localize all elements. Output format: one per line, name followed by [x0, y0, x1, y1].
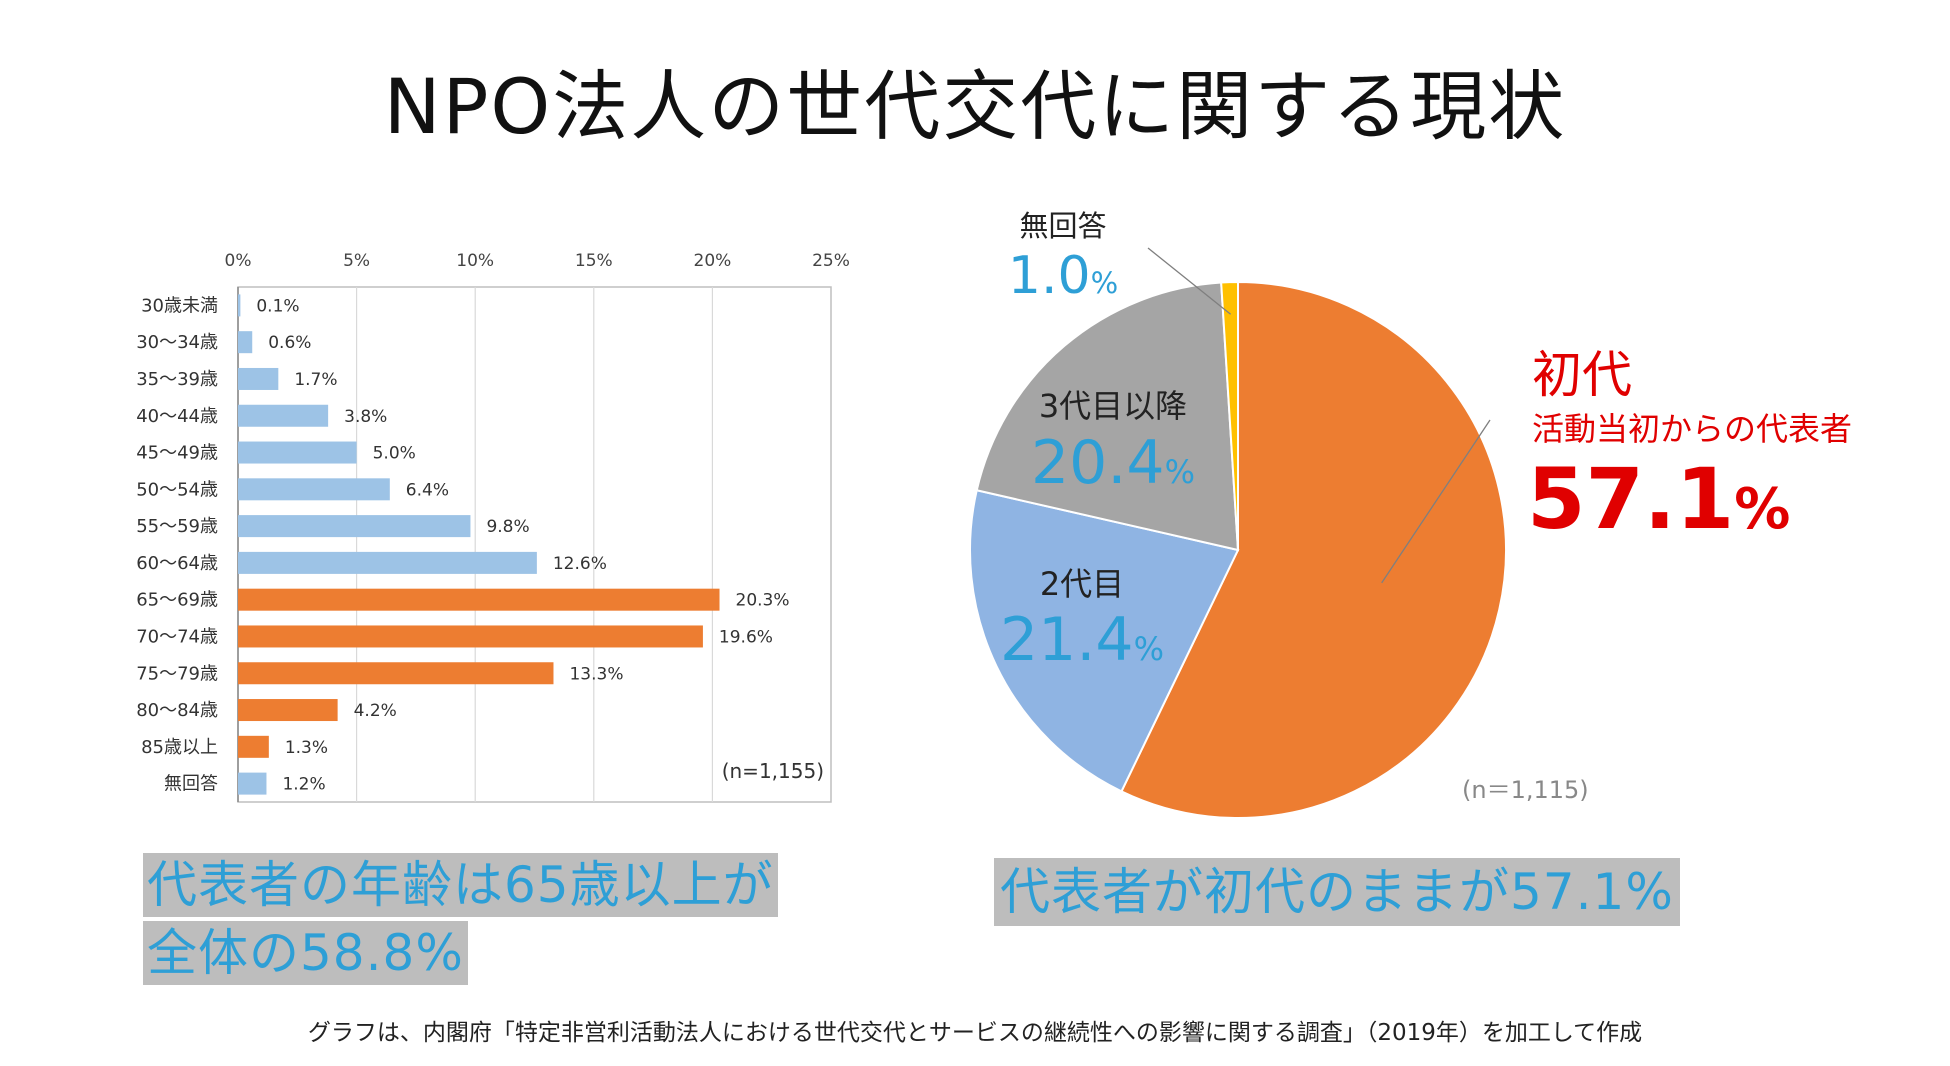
- x-tick-label: 5%: [343, 251, 370, 271]
- value-label: 5.0%: [373, 444, 416, 464]
- category-label: 65～69歳: [136, 590, 218, 611]
- bar: [238, 551, 537, 574]
- category-label: 75～79歳: [136, 663, 218, 684]
- value-label: 0.1%: [256, 296, 299, 316]
- x-tick-label: 0%: [225, 251, 252, 271]
- value-label: 13.3%: [569, 664, 623, 684]
- category-label: 35～39歳: [136, 369, 218, 390]
- bar: [238, 625, 703, 648]
- age-bar-chart: 0% 5% 10% 15% 20% 25% 30歳未満 0.1% 30～34歳 0.6% 35～39…: [136, 251, 850, 803]
- bar: [238, 441, 357, 464]
- slice-value-number: 1.0: [1008, 246, 1091, 306]
- summary-left-line2: 全体の58.8%: [143, 921, 468, 985]
- bar: [238, 735, 269, 758]
- slice-label-second: 2代目: [1040, 565, 1124, 603]
- category-label: 40～44歳: [136, 406, 218, 427]
- page-title: NPO法人の世代交代に関する現状: [383, 62, 1567, 151]
- value-label: 20.3%: [736, 591, 790, 611]
- value-label: 1.7%: [294, 370, 337, 390]
- value-label: 4.2%: [354, 701, 397, 721]
- x-tick-label: 15%: [575, 251, 613, 271]
- summary-left-line1: 代表者の年齢は65歳以上が: [143, 853, 778, 917]
- bar: [238, 331, 253, 354]
- bar: [238, 588, 720, 611]
- pie-sample-note: (n＝1,115): [1462, 776, 1589, 804]
- slice-value-pct: %: [1734, 477, 1790, 542]
- value-label: 3.8%: [344, 407, 387, 427]
- bar: [238, 404, 329, 427]
- bar: [238, 294, 241, 317]
- bar: [238, 478, 390, 501]
- value-label: 9.8%: [486, 517, 529, 537]
- pie-slice: [1220, 280, 1239, 551]
- category-label: 45～49歳: [136, 443, 218, 464]
- pie-slice: [975, 281, 1240, 552]
- slice-value-first: 57.1%: [1527, 450, 1790, 548]
- category-label: 60～64歳: [136, 553, 218, 574]
- value-label: 1.2%: [282, 775, 325, 795]
- summary-right: 代表者が初代のままが57.1%: [994, 858, 1680, 926]
- slice-label-third: 3代目以降: [1039, 387, 1187, 425]
- footnote: グラフは、内閣府「特定非営利活動法人における世代交代とサービスの継続性への影響に…: [307, 1020, 1643, 1046]
- slice-value-no-answer: 1.0%: [1008, 246, 1118, 306]
- x-tick-label: 25%: [812, 251, 850, 271]
- category-label: 50～54歳: [136, 479, 218, 500]
- value-label: 19.6%: [719, 627, 773, 647]
- leader-line: [1147, 247, 1231, 315]
- pie-slice: [1120, 280, 1507, 819]
- category-label: 30歳未満: [141, 295, 218, 316]
- slice-value-third: 20.4%: [1031, 428, 1195, 498]
- slice-subtitle-first: 活動当初からの代表者: [1532, 410, 1852, 448]
- slice-value-number: 21.4: [1000, 605, 1134, 675]
- category-label: 無回答: [164, 774, 218, 795]
- x-tick-label: 10%: [456, 251, 494, 271]
- slice-label-no-answer: 無回答: [1019, 209, 1106, 243]
- category-label: 55～59歳: [136, 516, 218, 537]
- slice-value-pct: %: [1165, 453, 1195, 491]
- bar: [238, 367, 279, 390]
- value-label: 12.6%: [553, 554, 607, 574]
- pie-slice: [969, 489, 1240, 793]
- category-label: 85歳以上: [141, 737, 218, 758]
- slice-value-pct: %: [1091, 266, 1119, 300]
- category-label: 30～34歳: [136, 332, 218, 353]
- category-label: 80～84歳: [136, 700, 218, 721]
- slice-value-second: 21.4%: [1000, 605, 1164, 675]
- bar-sample-note: (n=1,155): [722, 759, 824, 783]
- bar: [238, 662, 554, 685]
- slice-value-pct: %: [1134, 630, 1164, 668]
- bar: [238, 515, 471, 538]
- value-label: 0.6%: [268, 333, 311, 353]
- leader-line: [1381, 419, 1491, 584]
- value-label: 6.4%: [406, 480, 449, 500]
- category-label: 70～74歳: [136, 626, 218, 647]
- slice-value-number: 20.4: [1031, 428, 1165, 498]
- value-label: 1.3%: [285, 738, 328, 758]
- plot-area: [237, 286, 832, 803]
- slice-label-first: 初代: [1532, 346, 1632, 404]
- x-tick-label: 20%: [694, 251, 732, 271]
- bar: [238, 699, 338, 722]
- slice-value-number: 57.1: [1527, 450, 1734, 548]
- bar: [238, 772, 267, 795]
